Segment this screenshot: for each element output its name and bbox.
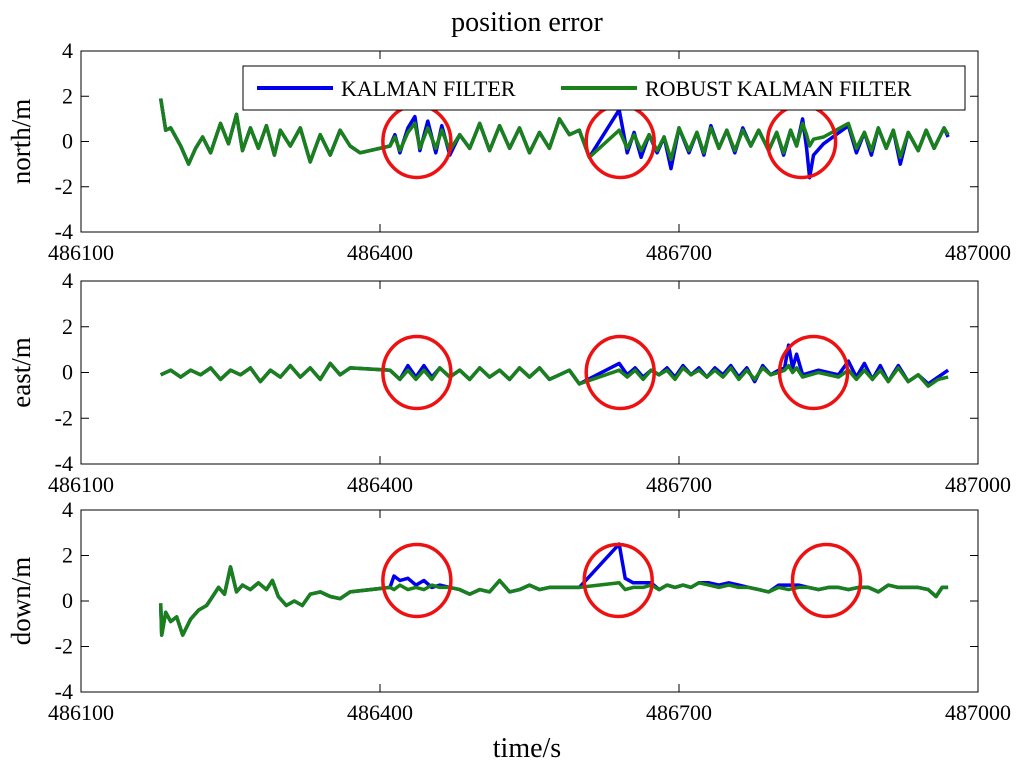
x-tick-label-2-2: 486700 xyxy=(646,700,712,725)
y-tick-label-1-0: -4 xyxy=(55,451,73,476)
x-tick-label-0-0: 486100 xyxy=(48,240,114,265)
y-tick-label-2-4: 4 xyxy=(62,497,73,522)
figure-title: position error xyxy=(451,7,603,38)
legend-label-kalman: KALMAN FILTER xyxy=(341,76,516,101)
highlight-circle-2-2 xyxy=(790,542,863,619)
subplot-2: 486100 486400 486700 487000 -4 -2 0 2 4 down/m xyxy=(6,497,1011,725)
highlight-circle-1-1 xyxy=(584,334,656,411)
y-tick-label-0-2: 0 xyxy=(62,129,73,154)
x-tick-label-1-2: 486700 xyxy=(646,472,712,497)
x-axis-label: time/s xyxy=(493,733,561,764)
y-axis-label-2: down/m xyxy=(6,557,36,646)
x-tick-label-0-1: 486400 xyxy=(347,240,413,265)
series-line-robust-0 xyxy=(158,98,950,166)
y-tick-label-0-1: -2 xyxy=(55,174,73,199)
series-line-robust-2 xyxy=(158,565,949,637)
highlight-circle-1-0 xyxy=(381,334,453,411)
highlight-circle-2-0 xyxy=(381,542,453,619)
y-tick-label-1-3: 2 xyxy=(62,314,73,339)
y-tick-label-2-0: -4 xyxy=(55,679,73,704)
x-tick-label-2-3: 487000 xyxy=(945,700,1011,725)
y-tick-label-2-2: 0 xyxy=(62,588,73,613)
y-axis-label-1: east/m xyxy=(6,337,36,407)
x-tick-label-2-0: 486100 xyxy=(48,700,114,725)
y-tick-label-0-0: -4 xyxy=(55,219,73,244)
y-axis-label-0: north/m xyxy=(6,99,36,185)
legend: KALMAN FILTER ROBUST KALMAN FILTER xyxy=(242,65,966,111)
series-line-kalman-2 xyxy=(158,542,949,637)
y-tick-label-2-3: 2 xyxy=(62,543,73,568)
legend-label-robust: ROBUST KALMAN FILTER xyxy=(645,76,912,101)
x-tick-label-0-3: 487000 xyxy=(945,240,1011,265)
y-tick-label-0-4: 4 xyxy=(62,38,73,63)
y-tick-label-1-4: 4 xyxy=(62,268,73,293)
y-tick-label-0-3: 2 xyxy=(62,83,73,108)
x-tick-label-1-0: 486100 xyxy=(48,472,114,497)
subplots: 486100 486400 486700 487000 -4 -2 0 2 4 north/m KA… xyxy=(6,38,1011,725)
series-line-robust-1 xyxy=(159,361,949,388)
x-tick-label-1-1: 486400 xyxy=(347,472,413,497)
subplot-0: 486100 486400 486700 487000 -4 -2 0 2 4 north/m KA… xyxy=(6,38,1011,265)
y-tick-label-1-2: 0 xyxy=(62,360,73,385)
x-tick-label-1-3: 487000 xyxy=(945,472,1011,497)
x-tick-label-2-1: 486400 xyxy=(347,700,413,725)
highlight-circle-1-2 xyxy=(777,334,850,411)
axes-box-2 xyxy=(80,509,979,693)
x-tick-label-0-2: 486700 xyxy=(646,240,712,265)
y-tick-label-2-1: -2 xyxy=(55,634,73,659)
subplot-1: 486100 486400 486700 487000 -4 -2 0 2 4 east/m xyxy=(6,268,1011,497)
y-tick-label-1-1: -2 xyxy=(55,405,73,430)
highlight-circle-2-1 xyxy=(582,542,654,619)
